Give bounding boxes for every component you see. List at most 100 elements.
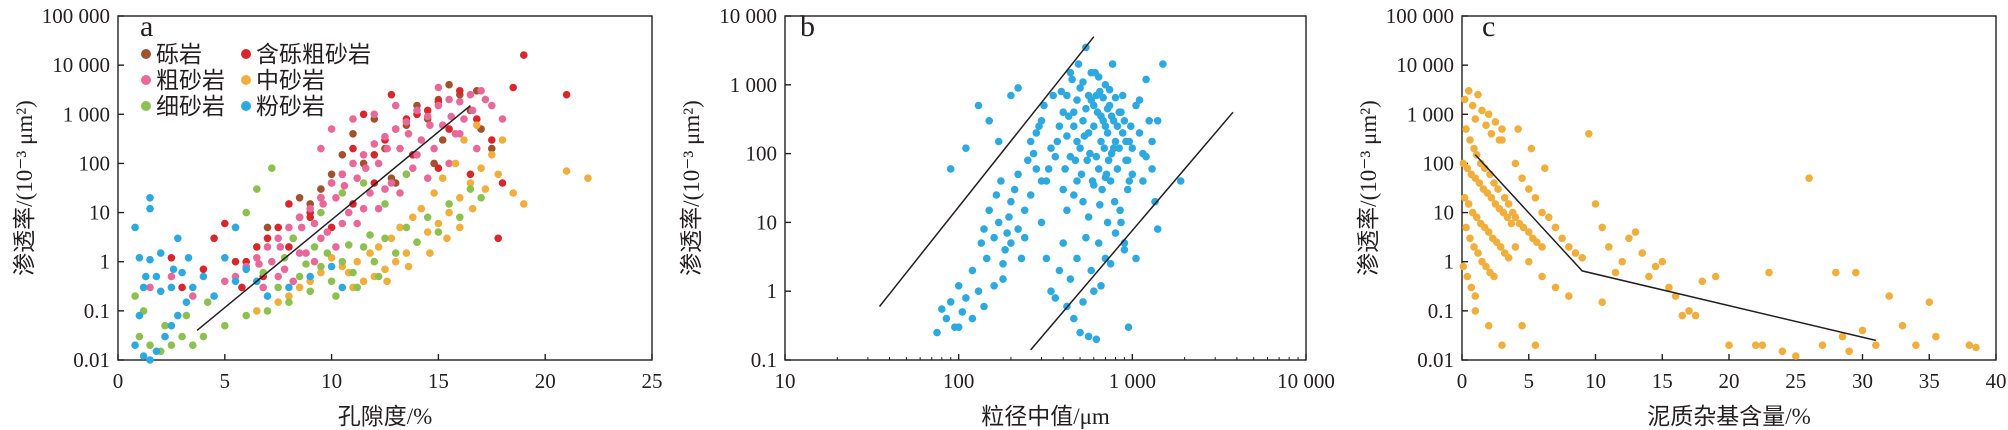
data-point: [310, 243, 319, 251]
data-point: [1026, 137, 1035, 146]
x-tick-label: 25: [1785, 369, 1806, 393]
data-point: [1051, 294, 1060, 302]
data-point: [381, 185, 389, 193]
data-point: [1538, 272, 1546, 281]
data-point: [285, 200, 293, 208]
y-tick-label: 100 000: [1386, 4, 1454, 28]
data-point: [434, 101, 443, 110]
data-point: [1818, 341, 1827, 350]
y-tick-label: 0.1: [751, 348, 777, 372]
x-tick-label: 20: [1719, 369, 1740, 393]
data-point: [1082, 104, 1090, 113]
data-point: [381, 265, 389, 274]
data-point: [1083, 156, 1091, 165]
data-point: [280, 265, 289, 274]
data-point: [1711, 272, 1720, 281]
data-point: [1611, 268, 1620, 277]
data-point: [1118, 129, 1127, 137]
legend-label: 细砂岩: [156, 94, 225, 119]
data-point: [1059, 239, 1067, 247]
data-point: [1108, 60, 1117, 68]
data-point: [1063, 206, 1071, 215]
data-point: [1565, 292, 1573, 300]
x-axis: 0 5 10 15 20 25: [113, 354, 663, 393]
data-point: [1525, 185, 1533, 193]
data-point: [1024, 156, 1032, 165]
data-point: [285, 283, 293, 292]
data-point: [1084, 91, 1093, 100]
data-point: [274, 272, 283, 281]
panel-letter: a: [140, 10, 153, 43]
data-point: [1115, 144, 1123, 152]
data-point: [1466, 234, 1474, 243]
data-point: [1463, 164, 1472, 172]
data-point: [1912, 341, 1920, 350]
data-point: [349, 115, 357, 123]
data-point: [359, 277, 368, 286]
data-point: [1037, 177, 1046, 185]
data-point: [332, 292, 340, 300]
data-point: [359, 243, 368, 251]
data-point: [274, 223, 283, 232]
data-point: [1103, 129, 1112, 137]
data-point: [1076, 328, 1084, 337]
panel-c: c 0 5 10 15 20 25 30 35 40 0.01 0.1 1 10 100 1 000 10 00…: [1356, 4, 2007, 429]
data-point: [1020, 206, 1029, 215]
data-point: [135, 253, 144, 262]
data-point: [1066, 275, 1075, 283]
data-point: [255, 260, 263, 268]
data-point: [1135, 96, 1144, 104]
data-point: [366, 249, 374, 257]
legend-label: 砾岩: [156, 42, 202, 67]
data-point: [338, 189, 347, 197]
data-point: [263, 292, 272, 300]
data-points: [933, 43, 1185, 344]
data-point: [404, 130, 413, 138]
data-point: [1087, 266, 1095, 275]
data-point: [306, 213, 315, 222]
data-point: [1531, 341, 1540, 350]
data-point: [1127, 122, 1135, 130]
data-point: [1099, 93, 1107, 102]
data-point: [1094, 165, 1103, 173]
data-point: [327, 262, 336, 271]
legend-item: 细砂岩: [141, 94, 225, 119]
data-point: [477, 164, 485, 172]
data-point: [460, 136, 468, 144]
y-axis-label: 渗透率/(10⁻³ μm²): [1356, 100, 1381, 276]
y-axis: 0.1 1 10 100 1 000 10 000: [719, 4, 791, 372]
data-point: [445, 125, 453, 133]
data-point: [460, 115, 468, 123]
data-point: [477, 87, 485, 95]
y-tick-label: 100: [79, 151, 111, 175]
x-axis-label: 泥质杂基含量/%: [1647, 404, 1811, 429]
data-point: [1007, 197, 1015, 206]
data-point: [374, 159, 383, 168]
data-point: [1159, 60, 1167, 68]
data-point: [338, 257, 347, 266]
data-point: [426, 121, 434, 129]
data-point: [498, 179, 507, 187]
data-point: [1504, 200, 1513, 208]
data-point: [1087, 68, 1095, 77]
data-point: [1122, 137, 1130, 146]
data-point: [417, 136, 426, 144]
data-point: [1464, 87, 1473, 95]
legend-label: 中砂岩: [256, 68, 325, 93]
data-point: [131, 341, 139, 350]
data-point: [977, 239, 986, 247]
x-tick-label: 0: [1457, 369, 1468, 393]
data-point: [1514, 125, 1522, 133]
data-point: [1014, 170, 1022, 179]
data-point: [182, 298, 191, 307]
data-point: [1518, 321, 1526, 330]
y-axis: 0.01 0.1 1 10 100 1 000 10 000 100 000: [42, 4, 124, 372]
x-tick-label: 40: [1986, 369, 2007, 393]
data-point: [1061, 165, 1069, 173]
x-tick-label: 5: [220, 369, 231, 393]
data-point: [297, 223, 306, 232]
data-point: [396, 189, 404, 197]
data-point: [990, 282, 998, 290]
data-point: [1110, 197, 1119, 206]
data-point: [1107, 112, 1116, 120]
